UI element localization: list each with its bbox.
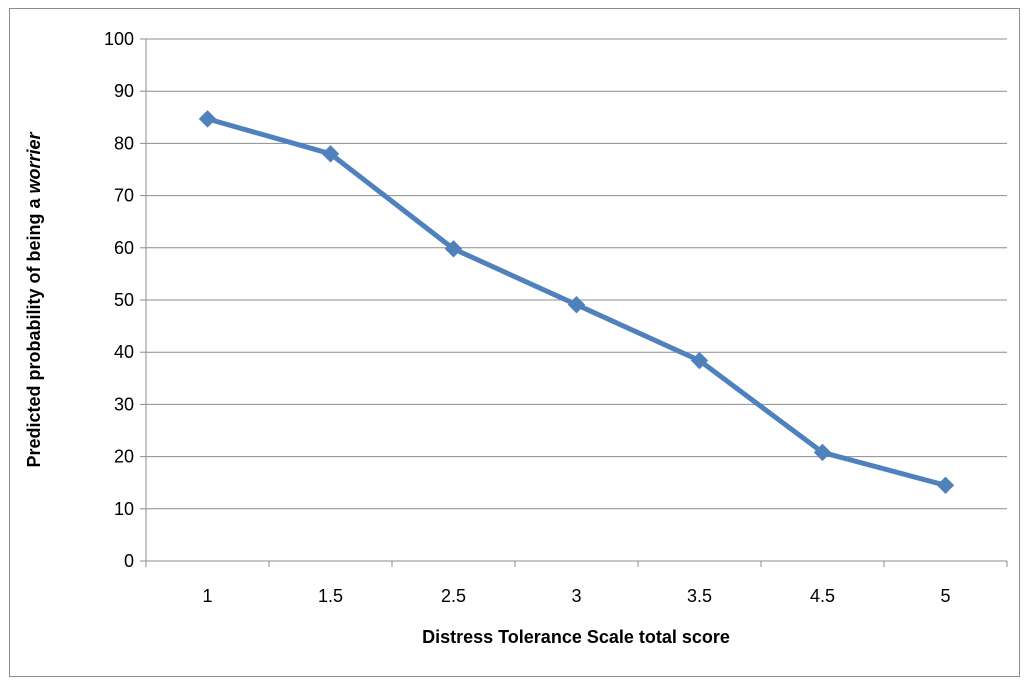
y-tick-label: 20 — [114, 447, 134, 467]
data-point-marker — [567, 295, 586, 314]
axes — [140, 38, 1008, 567]
x-axis-title: Distress Tolerance Scale total score — [422, 627, 730, 647]
y-tick-label: 50 — [114, 290, 134, 310]
y-tick-label: 10 — [114, 499, 134, 519]
gridlines — [146, 38, 1007, 510]
x-tick-label: 2.5 — [441, 586, 466, 606]
data-point-marker — [198, 110, 217, 128]
x-tick-label: 1.5 — [318, 586, 343, 606]
data-point-marker — [321, 145, 340, 163]
x-tick-label: 3.5 — [687, 586, 712, 606]
y-axis-title: Predicted probability of being a worrier — [24, 131, 44, 467]
data-point-marker — [936, 476, 955, 495]
x-tick-label: 3 — [571, 586, 581, 606]
y-tick-label: 30 — [114, 394, 134, 414]
data-point-marker — [690, 351, 709, 370]
y-tick-label: 40 — [114, 342, 134, 362]
x-tick-label: 4.5 — [810, 586, 835, 606]
y-axis-title-prefix: Predicted probability of being a — [24, 193, 44, 467]
y-tick-label: 70 — [114, 186, 134, 206]
x-tick-label: 5 — [940, 586, 950, 606]
data-point-marker — [813, 443, 832, 462]
x-tick-label: 1 — [202, 586, 212, 606]
y-tick-label: 80 — [114, 133, 134, 153]
y-axis-title-emphasis: worrier — [24, 131, 44, 193]
series-layer — [198, 110, 955, 495]
y-tick-label: 90 — [114, 81, 134, 101]
y-tick-label: 0 — [124, 551, 134, 571]
tick-labels: 0 10 20 30 40 50 60 70 80 90 100 1 1.5 2.5 3 3.5 4.5 5 — [104, 29, 951, 606]
y-tick-label: 60 — [114, 238, 134, 258]
y-tick-label: 100 — [104, 29, 134, 49]
data-point-marker — [444, 240, 463, 258]
